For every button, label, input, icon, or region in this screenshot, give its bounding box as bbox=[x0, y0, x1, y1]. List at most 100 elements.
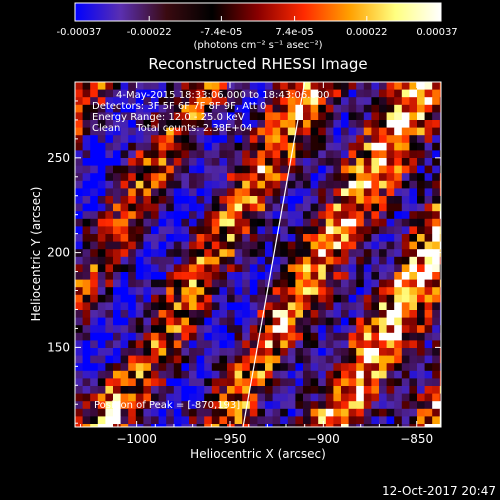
heatmap-cell bbox=[143, 173, 152, 182]
heatmap-cell bbox=[120, 218, 129, 227]
heatmap-cell bbox=[280, 355, 289, 364]
heatmap-cell bbox=[113, 386, 121, 394]
heatmap-cell bbox=[272, 211, 281, 220]
heatmap-cell bbox=[249, 173, 258, 182]
heatmap-cell bbox=[394, 97, 403, 106]
heatmap-cell bbox=[143, 89, 152, 98]
heatmap-cell bbox=[280, 135, 289, 144]
heatmap-cell bbox=[143, 241, 152, 250]
heatmap-cell bbox=[75, 135, 83, 144]
heatmap-cell bbox=[325, 180, 334, 189]
heatmap-cell bbox=[287, 386, 296, 394]
heatmap-cell bbox=[173, 112, 182, 121]
heatmap-cell bbox=[257, 386, 266, 394]
heatmap-cell bbox=[272, 203, 281, 212]
heatmap-cell bbox=[234, 348, 243, 356]
heatmap-cell bbox=[173, 264, 182, 273]
heatmap-cell bbox=[447, 128, 455, 136]
heatmap-cell bbox=[333, 317, 342, 326]
heatmap-cell bbox=[105, 218, 114, 227]
heatmap-cell bbox=[90, 120, 99, 128]
heatmap-cell bbox=[219, 340, 228, 349]
heatmap-cell bbox=[272, 302, 281, 311]
heatmap-cell bbox=[401, 272, 410, 280]
heatmap-cell bbox=[424, 393, 433, 402]
heatmap-cell bbox=[318, 370, 327, 379]
heatmap-cell bbox=[151, 173, 159, 182]
heatmap-cell bbox=[166, 234, 175, 242]
heatmap-cell bbox=[409, 287, 418, 296]
heatmap-cell bbox=[295, 158, 304, 166]
heatmap-cell bbox=[363, 363, 372, 372]
heatmap-cell bbox=[424, 158, 433, 166]
heatmap-cell bbox=[204, 363, 213, 372]
heatmap-cell bbox=[234, 97, 243, 106]
heatmap-cell bbox=[158, 393, 167, 402]
heatmap-cell bbox=[234, 127, 243, 136]
heatmap-cell bbox=[280, 287, 289, 296]
heatmap-cell bbox=[196, 370, 205, 379]
heatmap-cell bbox=[249, 378, 258, 387]
heatmap-cell bbox=[295, 393, 304, 402]
heatmap-cell bbox=[82, 256, 91, 265]
heatmap-cell bbox=[272, 226, 281, 235]
heatmap-cell bbox=[371, 363, 380, 372]
heatmap-cell bbox=[135, 211, 144, 220]
heatmap-cell bbox=[409, 196, 418, 204]
heatmap-cell bbox=[83, 432, 91, 440]
heatmap-cell bbox=[90, 370, 99, 379]
heatmap-cell bbox=[120, 158, 129, 166]
heatmap-cell bbox=[128, 393, 137, 402]
heatmap-cell bbox=[234, 173, 243, 182]
heatmap-cell bbox=[189, 104, 197, 113]
heatmap-cell bbox=[234, 89, 243, 98]
heatmap-cell bbox=[227, 363, 235, 372]
heatmap-cell bbox=[173, 218, 182, 227]
heatmap-cell bbox=[105, 249, 114, 258]
heatmap-cell bbox=[75, 302, 83, 311]
heatmap-cell bbox=[105, 424, 114, 427]
heatmap-cell bbox=[432, 287, 441, 296]
heatmap-cell bbox=[333, 370, 342, 379]
heatmap-cell bbox=[295, 234, 304, 242]
heatmap-cell bbox=[257, 264, 266, 273]
heatmap-cell bbox=[90, 241, 99, 250]
heatmap-cell bbox=[227, 226, 235, 235]
heatmap-cell bbox=[401, 264, 410, 273]
heatmap-cell bbox=[196, 348, 205, 356]
heatmap-cell bbox=[333, 272, 342, 280]
heatmap-cell bbox=[158, 348, 167, 356]
heatmap-cell bbox=[280, 211, 289, 220]
heatmap-cell bbox=[257, 104, 266, 113]
heatmap-cell bbox=[424, 287, 433, 296]
heatmap-cell bbox=[166, 294, 175, 303]
heatmap-cell bbox=[424, 120, 433, 128]
heatmap-cell bbox=[97, 340, 106, 349]
heatmap-cell bbox=[151, 249, 159, 258]
heatmap-cell bbox=[310, 310, 319, 318]
heatmap-cell bbox=[310, 302, 319, 311]
heatmap-cell bbox=[113, 226, 121, 235]
heatmap-cell bbox=[120, 408, 129, 417]
heatmap-cell bbox=[189, 173, 197, 182]
heatmap-cell bbox=[401, 97, 410, 106]
heatmap-cell bbox=[379, 432, 387, 440]
heatmap-cell bbox=[356, 211, 365, 220]
heatmap-cell bbox=[196, 150, 205, 159]
heatmap-cell bbox=[424, 325, 433, 334]
heatmap-cell bbox=[386, 142, 395, 151]
heatmap-cell bbox=[287, 332, 296, 341]
heatmap-cell bbox=[303, 332, 311, 341]
heatmap-cell bbox=[280, 317, 289, 326]
heatmap-cell bbox=[401, 89, 410, 98]
heatmap-cell bbox=[173, 249, 182, 258]
heatmap-cell bbox=[409, 211, 418, 220]
heatmap-cell bbox=[287, 272, 296, 280]
heatmap-cell bbox=[82, 348, 91, 356]
heatmap-cell bbox=[204, 158, 213, 166]
heatmap-cell bbox=[386, 386, 395, 394]
heatmap-cell bbox=[303, 104, 311, 113]
heatmap-cell bbox=[439, 370, 441, 379]
heatmap-cell bbox=[295, 165, 304, 174]
heatmap-cell bbox=[82, 89, 91, 98]
